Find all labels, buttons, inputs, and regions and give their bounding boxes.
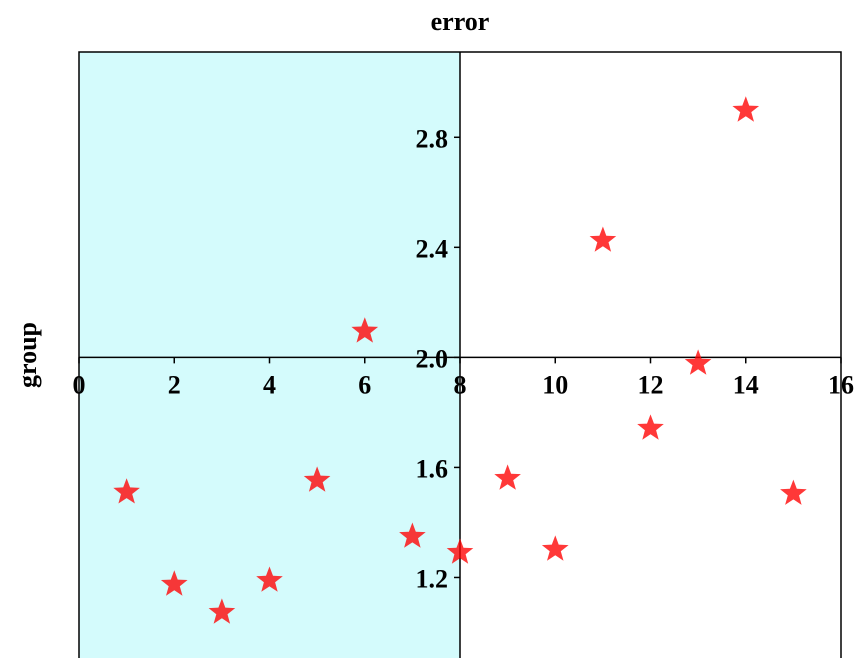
point — [684, 349, 712, 375]
x-tick-label: 14 — [733, 370, 759, 399]
y-axis-label: group — [13, 322, 42, 388]
point — [589, 226, 617, 252]
chart-title: error — [431, 7, 490, 36]
point — [780, 479, 807, 505]
point — [446, 538, 474, 564]
point — [351, 317, 379, 343]
shaded-region — [79, 52, 460, 658]
x-tick-label: 16 — [828, 370, 854, 399]
x-tick-label: 4 — [263, 370, 276, 399]
point — [303, 466, 331, 492]
point — [732, 96, 760, 122]
x-tick-label: 2 — [168, 370, 181, 399]
x-tick-label: 12 — [638, 370, 664, 399]
y-tick-label: 2.8 — [416, 124, 449, 153]
point — [256, 566, 283, 592]
x-tick-label: 0 — [73, 370, 86, 399]
y-tick-label: 2.0 — [416, 344, 449, 373]
y-tick-label: 1.6 — [416, 454, 449, 483]
point — [160, 570, 188, 596]
point — [494, 464, 521, 490]
y-tick-label: 1.2 — [416, 564, 449, 593]
point — [113, 478, 140, 504]
point — [541, 535, 569, 561]
x-tick-label: 8 — [454, 370, 467, 399]
x-tick-label: 6 — [358, 370, 371, 399]
point — [637, 414, 664, 440]
point — [208, 598, 236, 624]
y-tick-label: 2.4 — [416, 234, 449, 263]
point — [399, 522, 426, 548]
x-tick-label: 10 — [542, 370, 568, 399]
